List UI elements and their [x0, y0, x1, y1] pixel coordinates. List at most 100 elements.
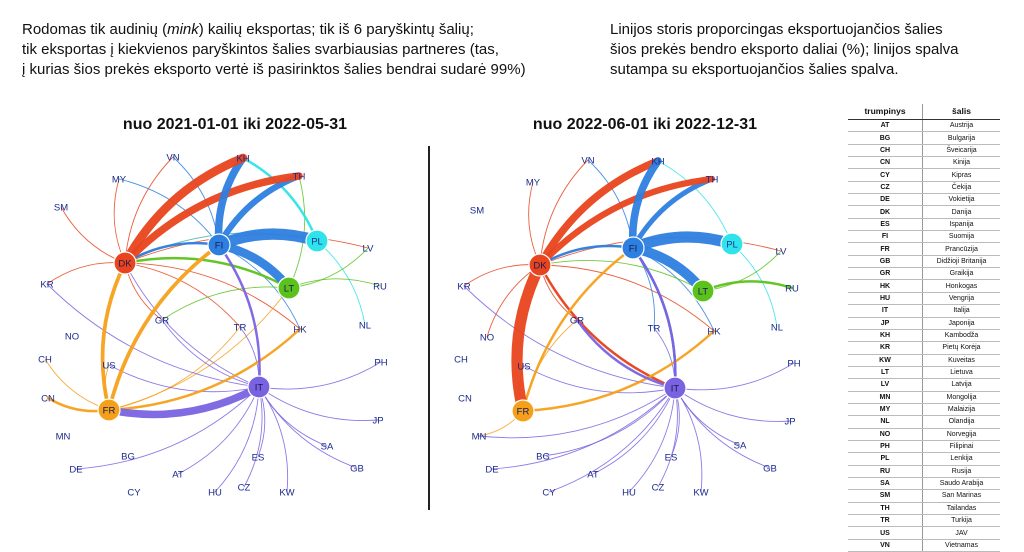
edge-dk-vn — [124, 156, 174, 264]
legend-country-name: Kambodža — [922, 329, 1000, 343]
legend-country-name: Čekija — [922, 181, 1000, 195]
legend-code: MY — [848, 403, 923, 417]
legend-row-sm: SM San Marinas — [848, 489, 1000, 503]
edge-it-hu — [628, 387, 676, 493]
partner-label-jp: JP — [784, 417, 795, 428]
caption-left-line-2: tik eksportas į kiekvienos paryškintos š… — [22, 41, 499, 58]
edge-fr-tr — [108, 326, 241, 411]
partner-label-th: TH — [706, 175, 719, 186]
partner-label-nl: NL — [359, 321, 371, 332]
legend-country-name: Pietų Korėja — [922, 341, 1000, 355]
partner-label-cy: CY — [542, 488, 556, 499]
legend-code: SA — [848, 477, 923, 491]
exporter-node-label: DK — [533, 261, 547, 272]
edge-it-kr — [463, 285, 676, 389]
edge-fi-my — [118, 178, 220, 246]
partner-label-cn: CN — [458, 394, 472, 405]
legend-code: CH — [848, 144, 923, 158]
exporter-nodes-panel-1: DK FI PL LT FR IT — [97, 229, 329, 422]
partner-label-lv: LV — [363, 244, 375, 255]
partner-label-gb: GB — [763, 464, 777, 475]
legend-country-name: Olandija — [922, 415, 1000, 429]
exporter-node-label: FR — [103, 406, 116, 417]
edge-it-cz — [243, 386, 263, 488]
legend-code: NL — [848, 415, 923, 429]
legend-country-name: Graikija — [922, 267, 1000, 281]
legend-code: ES — [848, 218, 923, 232]
exporter-node-label: FI — [215, 241, 223, 252]
legend-country-name: Danija — [922, 205, 1000, 219]
edge-pl-kh — [241, 156, 319, 243]
edge-it-kw — [258, 386, 289, 493]
caption-right-line-2: šios prekės bendro eksporto daliai (%); … — [610, 41, 959, 58]
caption-right-line-3: sutampa su eksportuojančios šalies spalv… — [610, 61, 899, 78]
partner-label-kr: KR — [457, 282, 470, 293]
exporter-node-lt — [277, 276, 301, 300]
network-diagrams: VN KH TH MY SM LV RU KR GR NO TR HK NL CH US PH CN JP MN SA… — [38, 153, 801, 499]
legend-row-cz: CZ Čekija — [848, 181, 1000, 195]
edge-it-ph — [674, 362, 795, 391]
legend-country-name: JAV — [922, 526, 1000, 540]
legend-country-name: Lenkija — [922, 452, 1000, 466]
partner-label-ph: PH — [374, 358, 387, 369]
legend-row-vn: VN Vietnamas — [848, 539, 1000, 552]
exporter-node-label: LT — [698, 287, 709, 298]
panel-divider — [428, 146, 430, 510]
exporter-node-fi — [621, 236, 645, 260]
partner-label-kr: KR — [40, 280, 53, 291]
partner-label-no: NO — [480, 333, 494, 344]
edge-lt-ru — [701, 280, 794, 293]
legend-row-tr: TR Turkija — [848, 514, 1000, 528]
legend-country-name: Japonija — [922, 317, 1000, 330]
legend-row-hu: HU Vengrija — [848, 292, 1000, 306]
edge-it-ph — [258, 361, 382, 390]
legend-row-fi: FI Suomija — [848, 230, 1000, 244]
legend-row-us: US JAV — [848, 526, 1000, 540]
exporter-node-fi — [207, 233, 231, 257]
edge-it-de — [75, 386, 260, 470]
partner-label-es: ES — [252, 453, 265, 464]
partner-label-tr: TR — [234, 323, 247, 334]
edge-it-fr — [105, 383, 263, 419]
legend-country-name: Didžioji Britanija — [922, 255, 1000, 269]
exporter-node-label: IT — [255, 383, 264, 394]
exporter-node-it — [663, 376, 687, 400]
edge-it-at — [177, 386, 260, 475]
legend-row-nl: NL Olandija — [848, 415, 1000, 429]
legend-country-name: Lietuva — [922, 366, 1000, 380]
legend-code: TR — [848, 514, 923, 528]
legend-row-at: AT Austrija — [848, 119, 1000, 133]
legend-row-pl: PL Lenkija — [848, 452, 1000, 466]
edge-fr-gr — [522, 319, 578, 412]
legend-code: PH — [848, 440, 923, 454]
legend-code: CY — [848, 168, 923, 182]
partner-label-us: US — [517, 362, 530, 373]
legend-country-name: Kuveitas — [922, 354, 1000, 367]
edge-it-jp — [674, 387, 791, 422]
partner-label-kw: KW — [693, 488, 708, 499]
legend-row-hk: HK Honkogas — [848, 279, 1000, 293]
legend-header-name: šalis — [922, 104, 1000, 120]
legend-code: SM — [848, 489, 923, 503]
partner-label-no: NO — [65, 332, 79, 343]
legend-country-name: Suomija — [922, 230, 1000, 244]
legend-country-name: San Marinas — [922, 489, 1000, 503]
partner-label-bg: BG — [121, 452, 135, 463]
partner-labels-panel-1: VN KH TH MY SM LV RU KR GR NO TR HK NL CH US PH CN JP MN SA… — [38, 153, 388, 499]
partner-label-th: TH — [293, 172, 306, 183]
legend-code: PL — [848, 452, 923, 466]
legend-country-name: Mongolija — [922, 391, 1000, 404]
edge-dk-th — [121, 172, 303, 267]
exporter-node-dk — [113, 251, 137, 275]
partner-label-es: ES — [665, 453, 678, 464]
legend-country-name: Saudo Arabija — [922, 477, 1000, 491]
edge-pl-nl — [316, 240, 366, 326]
legend-code: BG — [848, 131, 923, 145]
partner-label-de: DE — [485, 465, 498, 476]
legend-row-it: IT Italija — [848, 304, 1000, 318]
legend-country-name: Tailandas — [922, 502, 1000, 516]
partner-labels-panel-2: VN KH TH MY SM LV RU KR NO GR TR HK NL CH US PH CN JP MN SA… — [454, 156, 801, 499]
edge-it-gr — [575, 318, 677, 390]
country-code-legend: trumpinys šalis AT Austrija BG Bulgarija CH Š… — [848, 104, 1000, 552]
edge-it-kr — [46, 283, 260, 388]
